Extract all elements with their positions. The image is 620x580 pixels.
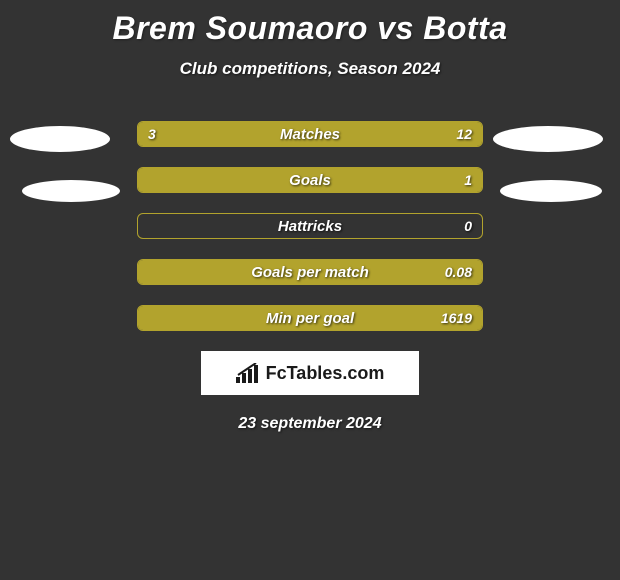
player-left-avatar-1 — [10, 126, 110, 152]
chart-icon — [236, 363, 260, 383]
brand-badge[interactable]: FcTables.com — [201, 351, 419, 395]
page-title: Brem Soumaoro vs Botta — [0, 0, 620, 47]
stat-label: Matches — [138, 122, 482, 146]
stat-value-right: 0 — [464, 214, 472, 238]
stat-value-right: 0.08 — [445, 260, 472, 284]
subtitle: Club competitions, Season 2024 — [0, 59, 620, 79]
date-text: 23 september 2024 — [0, 415, 620, 433]
player-right-avatar-2 — [500, 180, 602, 202]
stat-label: Hattricks — [138, 214, 482, 238]
stat-label: Goals per match — [138, 260, 482, 284]
comparison-card: Brem Soumaoro vs Botta Club competitions… — [0, 0, 620, 580]
brand-label: FcTables.com — [266, 363, 385, 384]
stat-row: Matches3 12 — [137, 121, 483, 147]
stats-bars: Matches3 12 Goals1 Hattricks0 Goals per matc… — [137, 121, 483, 331]
stat-row: Min per goal1619 — [137, 305, 483, 331]
player-right-avatar-1 — [493, 126, 603, 152]
stat-value-left: 3 — [148, 122, 156, 146]
stat-label: Goals — [138, 168, 482, 192]
stat-row: Goals1 — [137, 167, 483, 193]
stat-row: Goals per match0.08 — [137, 259, 483, 285]
stat-value-right: 12 — [456, 122, 472, 146]
stat-value-right: 1619 — [441, 306, 472, 330]
stat-label: Min per goal — [138, 306, 482, 330]
player-left-avatar-2 — [22, 180, 120, 202]
stat-row: Hattricks0 — [137, 213, 483, 239]
stat-value-right: 1 — [464, 168, 472, 192]
